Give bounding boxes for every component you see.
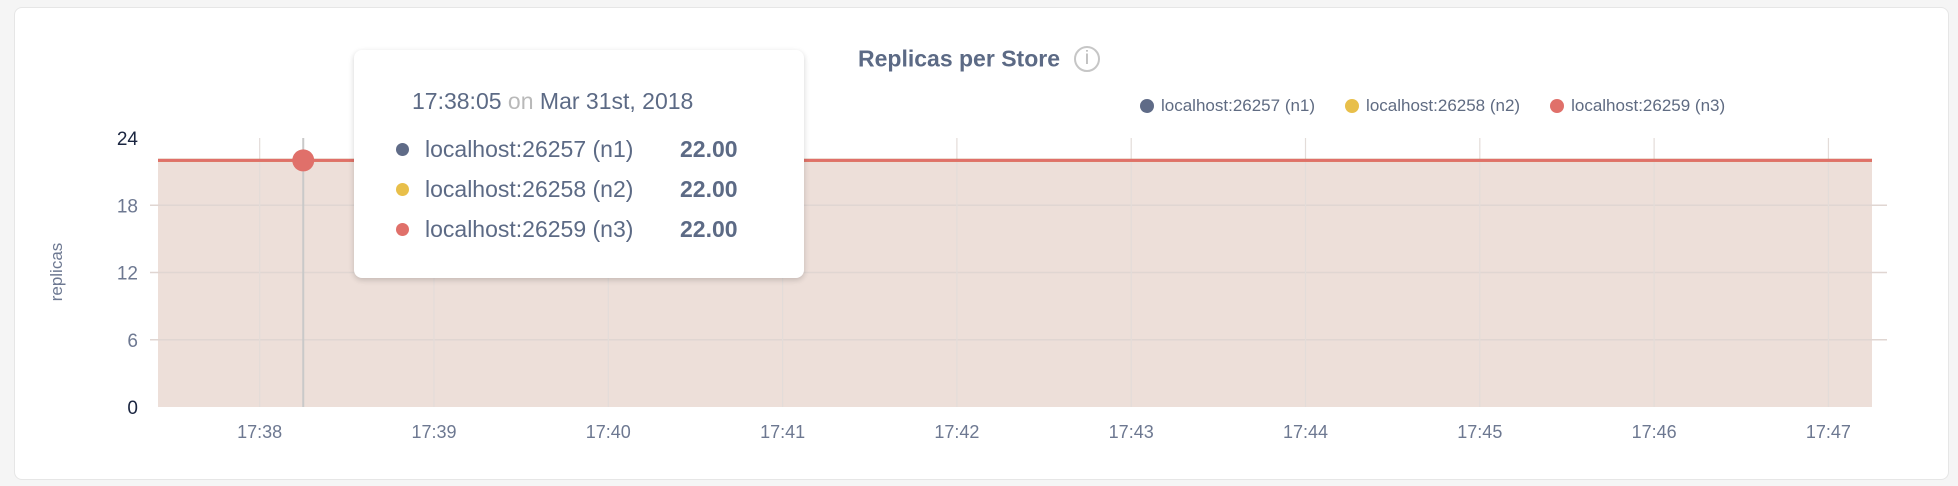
x-tick-label: 17:43 xyxy=(1109,422,1154,442)
tooltip-series-name: localhost:26258 (n2) xyxy=(425,175,634,202)
tooltip-row: localhost:26259 (n3) 22.00 xyxy=(396,209,804,249)
legend-label: localhost:26258 (n2) xyxy=(1366,96,1521,115)
y-tick-label: 24 xyxy=(117,129,139,150)
hover-point-marker xyxy=(292,149,315,172)
series-dot-icon xyxy=(396,142,409,156)
legend-dot-icon xyxy=(1550,99,1565,113)
y-tick-label: 18 xyxy=(117,196,138,217)
legend-label: localhost:26259 (n3) xyxy=(1571,96,1726,115)
x-tick-label: 17:46 xyxy=(1632,422,1677,442)
hover-tooltip: 17:38:05 on Mar 31st, 2018 localhost:262… xyxy=(354,50,804,278)
tooltip-series-value: 22.00 xyxy=(680,215,738,242)
legend: localhost:26257 (n1) localhost:26258 (n2… xyxy=(1140,96,1725,116)
tooltip-row: localhost:26257 (n1) 22.00 xyxy=(396,129,804,169)
y-tick-label: 0 xyxy=(127,398,138,419)
tooltip-header: 17:38:05 on Mar 31st, 2018 xyxy=(412,88,804,115)
x-tick-label: 17:40 xyxy=(586,422,631,442)
x-tick-label: 17:38 xyxy=(237,422,282,442)
tooltip-on: on xyxy=(507,88,534,114)
y-axis-label: replicas xyxy=(47,242,66,302)
x-tick-label: 17:41 xyxy=(760,422,805,442)
tooltip-row: localhost:26258 (n2) 22.00 xyxy=(396,169,804,209)
legend-item[interactable]: localhost:26259 (n3) xyxy=(1550,96,1725,116)
tooltip-series-name: localhost:26259 (n3) xyxy=(425,215,634,242)
y-tick-label: 12 xyxy=(117,264,138,285)
x-tick-label: 17:39 xyxy=(411,422,456,442)
y-tick-label: 6 xyxy=(127,331,138,352)
tooltip-time: 17:38:05 xyxy=(412,88,502,114)
x-tick-label: 17:44 xyxy=(1283,422,1328,442)
legend-item[interactable]: localhost:26258 (n2) xyxy=(1345,96,1520,116)
tooltip-date: Mar 31st, 2018 xyxy=(539,88,694,114)
chart-title: Replicas per Store xyxy=(858,45,1060,72)
series-dot-icon xyxy=(396,182,409,196)
x-tick-label: 17:42 xyxy=(934,422,979,442)
legend-item[interactable]: localhost:26257 (n1) xyxy=(1140,96,1315,116)
series-dot-icon xyxy=(396,222,409,236)
x-tick-label: 17:45 xyxy=(1457,422,1502,442)
tooltip-series-value: 22.00 xyxy=(680,175,738,202)
x-tick-label: 17:47 xyxy=(1806,422,1851,442)
tooltip-series-value: 22.00 xyxy=(680,135,738,162)
legend-dot-icon xyxy=(1140,99,1154,113)
legend-label: localhost:26257 (n1) xyxy=(1161,96,1316,115)
chart-title-wrap: Replicas per Store i xyxy=(0,44,1958,72)
info-circle-icon[interactable]: i xyxy=(1073,45,1100,72)
tooltip-series-name: localhost:26257 (n1) xyxy=(425,135,634,162)
legend-dot-icon xyxy=(1345,99,1360,113)
